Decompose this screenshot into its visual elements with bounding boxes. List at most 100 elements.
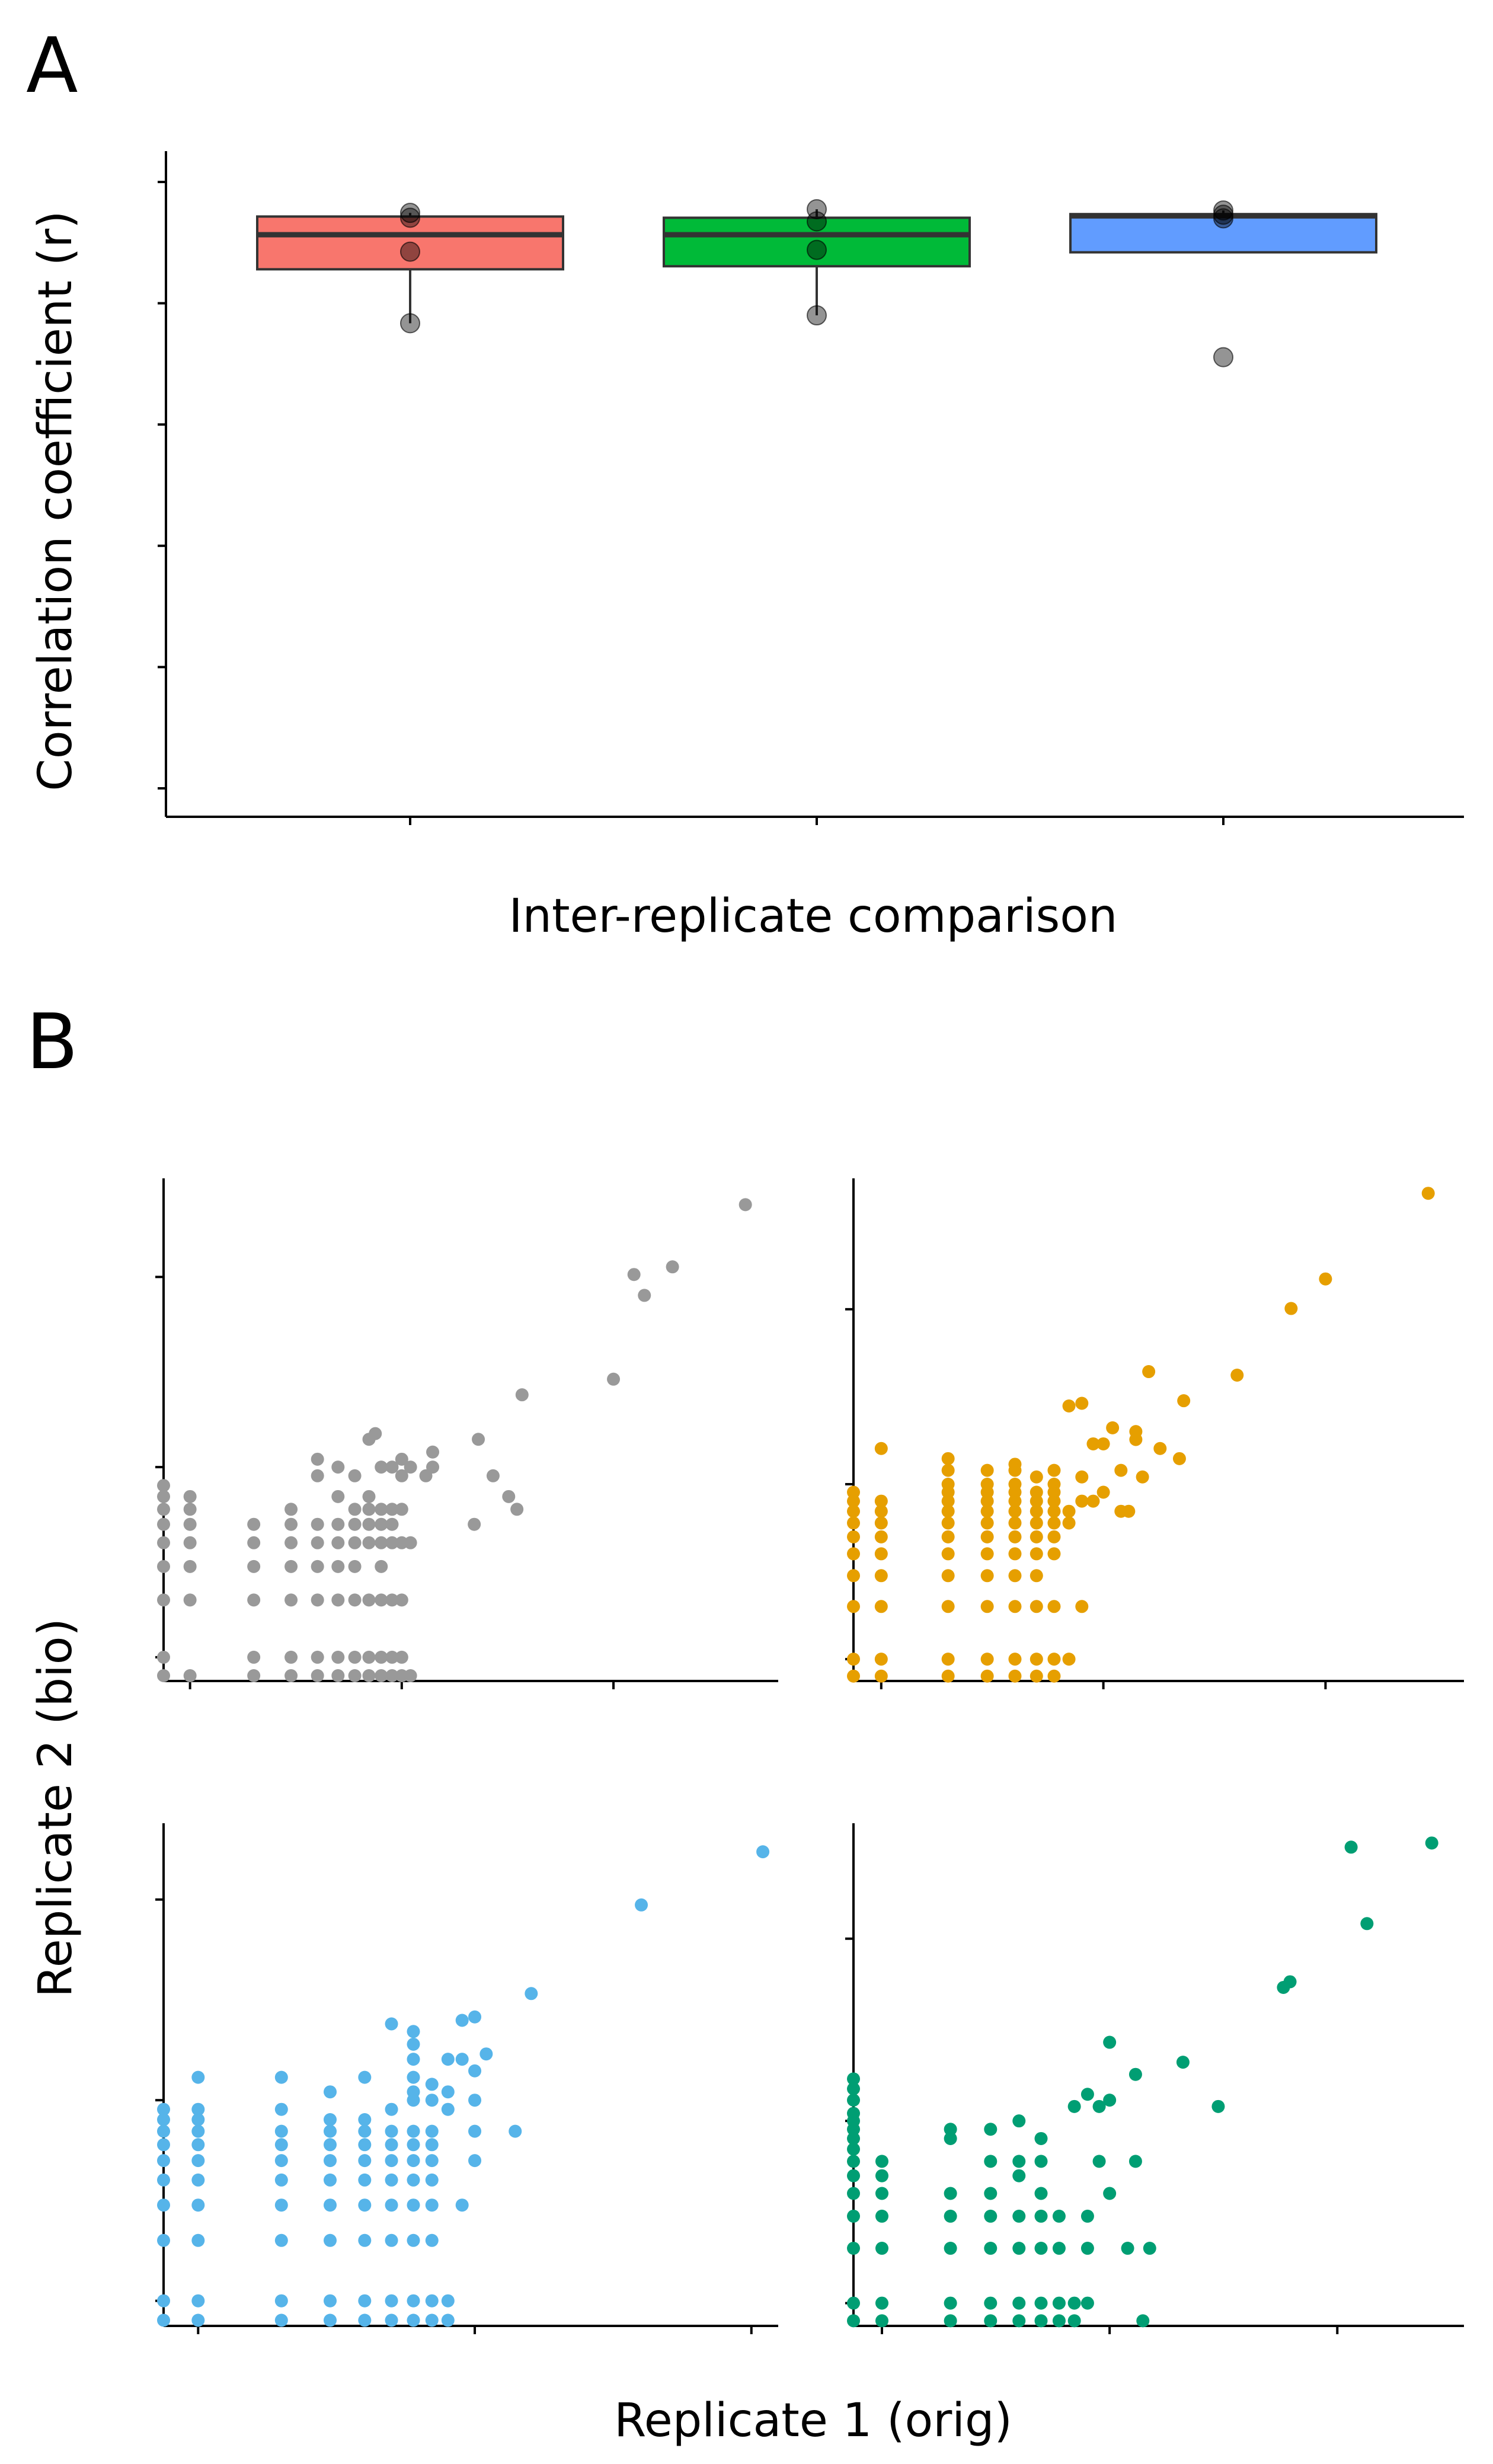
scatter-point: [984, 2123, 998, 2136]
scatter-point: [311, 1536, 324, 1549]
scatter-point: [311, 1452, 324, 1466]
scatter-point: [756, 1845, 770, 1859]
scatter-point: [157, 2113, 170, 2127]
scatter-point: [425, 2124, 439, 2138]
scatter-point: [1008, 1600, 1022, 1613]
scatter-point: [1034, 2296, 1048, 2310]
scatter-point: [425, 2078, 439, 2091]
scatter-point: [323, 2154, 337, 2168]
scatter-point: [323, 2085, 337, 2099]
scatter-point: [385, 2138, 398, 2152]
scatter-point: [941, 1504, 955, 1518]
scatter-point: [358, 2294, 372, 2308]
scatter-point: [407, 2094, 420, 2107]
scatter-point: [395, 1452, 408, 1466]
scatter-point: [385, 1669, 399, 1683]
scatter-point: [191, 2233, 205, 2247]
scatter-point: [980, 1569, 994, 1583]
scatter-point: [274, 2124, 288, 2138]
box-data-point: [1213, 200, 1233, 221]
scatter-point: [635, 1898, 648, 1912]
scatter-point: [425, 2154, 439, 2168]
scatter-point: [980, 1485, 994, 1499]
scatter-point: [183, 1490, 197, 1503]
scatter-point: [404, 1669, 417, 1683]
scatter-point: [455, 2014, 469, 2027]
scatter-point: [1176, 2056, 1190, 2069]
scatter-point: [375, 1559, 388, 1573]
scatter-point: [1047, 1485, 1061, 1499]
scatter-point: [847, 1547, 860, 1561]
scatter-point: [502, 1490, 516, 1503]
scatter-point: [1052, 2314, 1066, 2328]
scatter-point: [627, 1268, 641, 1281]
scatter-point: [375, 1460, 388, 1474]
scatter-point: [941, 1653, 955, 1666]
scatter-point: [1047, 1530, 1061, 1543]
scatter-point: [323, 2124, 337, 2138]
scatter-point: [1012, 2242, 1026, 2255]
scatter-point: [407, 2233, 420, 2247]
scatter-point: [941, 1485, 955, 1499]
scatter-point: [1106, 1421, 1120, 1434]
scatter-point: [157, 1479, 170, 1493]
scatter-point: [1012, 2169, 1026, 2182]
scatter-point: [358, 2173, 372, 2187]
scatter-point: [284, 1650, 298, 1664]
scatter-point: [1047, 1516, 1061, 1530]
scatter-point: [1128, 2067, 1142, 2081]
scatter-point: [847, 1653, 860, 1666]
scatter-point: [1344, 1840, 1358, 1854]
scatter-point: [1008, 1463, 1022, 1477]
scatter-point: [425, 2198, 439, 2212]
scatter-point: [157, 1669, 170, 1683]
scatter-point: [385, 1650, 399, 1664]
scatter-point: [875, 2155, 888, 2168]
scatter-point: [468, 2124, 482, 2138]
scatter-point: [157, 2313, 170, 2327]
scatter-point: [941, 1494, 955, 1508]
scatter-point: [941, 1452, 955, 1465]
scatter-point: [407, 2124, 420, 2138]
scatter-point: [358, 2313, 372, 2327]
scatter-point: [1008, 1494, 1022, 1508]
scatter-point: [980, 1669, 994, 1683]
scatter-point: [607, 1372, 621, 1386]
scatter-point: [1211, 2099, 1225, 2113]
scatter-point: [486, 1469, 500, 1482]
scatter-point: [980, 1653, 994, 1666]
scatter-point: [323, 2198, 337, 2212]
scatter-point: [944, 2187, 957, 2200]
scatter-point: [1153, 1442, 1167, 1455]
scatter-point: [348, 1536, 362, 1549]
scatter-point: [941, 1547, 955, 1561]
scatter-point: [847, 1530, 860, 1543]
scatter-point: [1047, 1669, 1061, 1683]
scatter-point: [362, 1490, 376, 1503]
scatter-point: [331, 1490, 345, 1503]
scatter-point: [984, 2242, 998, 2255]
scatter-point: [407, 2025, 420, 2038]
panel-a-y-axis-title: Correlation coefficient (r): [29, 210, 82, 791]
scatter-point: [1008, 1516, 1022, 1530]
scatter-point: [1030, 1494, 1043, 1508]
scatter-point: [1136, 2314, 1150, 2328]
scatter-point: [441, 2313, 455, 2327]
scatter-point: [847, 1569, 860, 1583]
facet-2-05: [155, 1823, 778, 2334]
scatter-point: [348, 1559, 362, 1573]
scatter-point: [1034, 2209, 1048, 2223]
scatter-point: [1142, 1365, 1156, 1379]
scatter-point: [407, 2154, 420, 2168]
scatter-point: [1062, 1653, 1076, 1666]
scatter-point: [1075, 1600, 1089, 1613]
scatter-point: [1172, 1452, 1186, 1465]
scatter-point: [874, 1653, 888, 1666]
scatter-point: [874, 1569, 888, 1583]
scatter-point: [407, 2138, 420, 2152]
scatter-point: [407, 2037, 420, 2051]
scatter-point: [358, 2233, 372, 2247]
scatter-point: [1103, 2035, 1117, 2049]
scatter-point: [157, 2154, 170, 2168]
